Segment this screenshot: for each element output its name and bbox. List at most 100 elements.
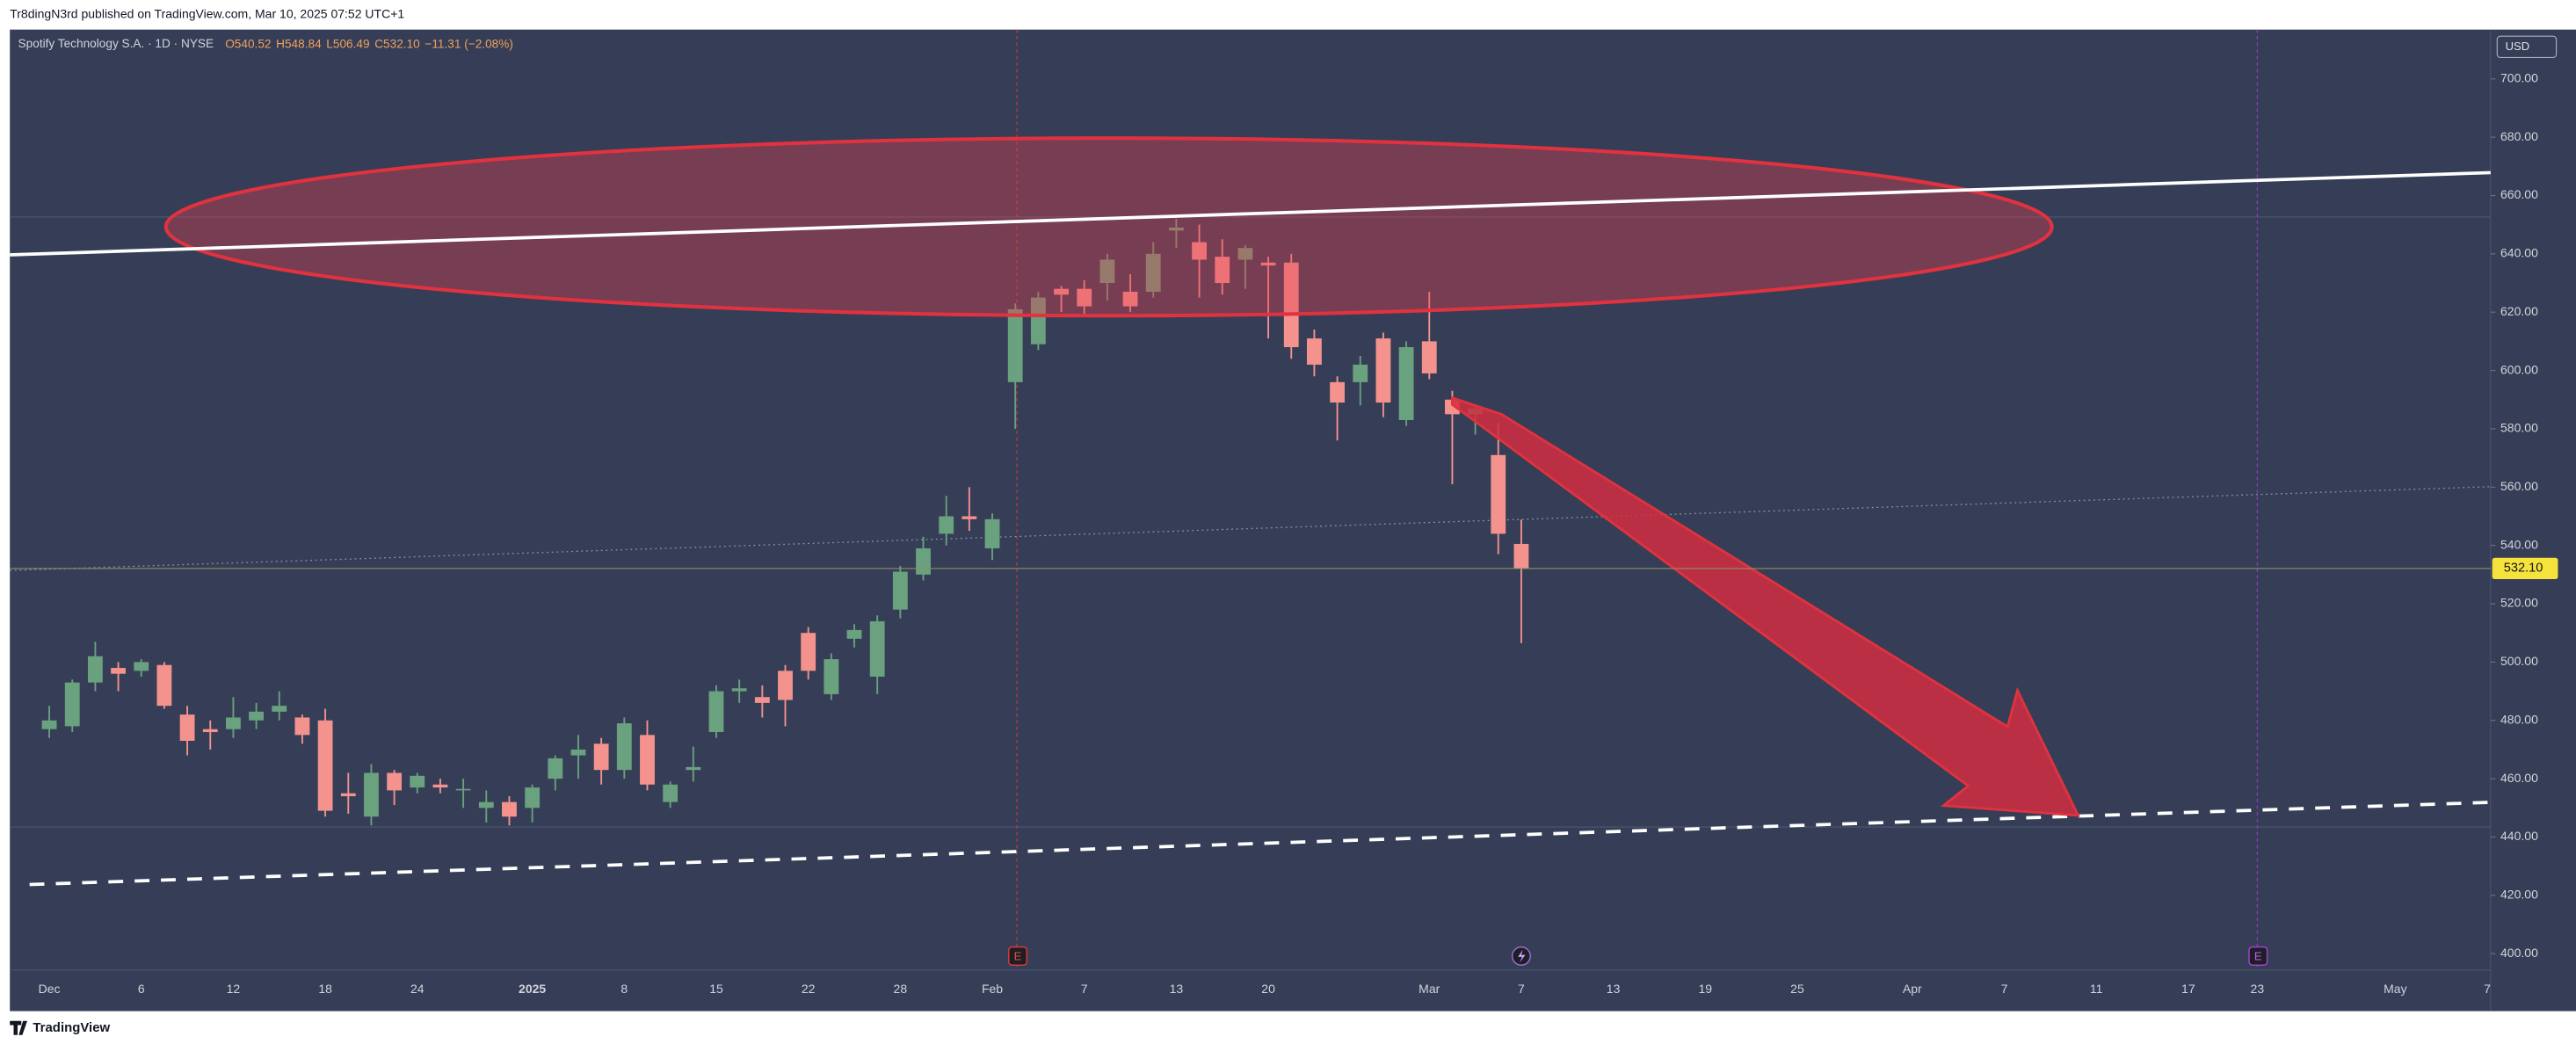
y-tick-label: 460.00 [2500,771,2538,785]
candle-body [1398,347,1414,420]
x-tick-label: 13 [1170,982,1184,996]
drawings-back [10,29,2491,970]
y-tick-label: 540.00 [2500,537,2538,551]
plot-background [10,29,2576,1011]
candle-body [1007,308,1023,382]
candle-body [272,706,287,712]
legend-change: −11.31 (−2.08%) [424,37,513,50]
footer: TradingView [10,1020,111,1035]
y-tick-label: 440.00 [2500,829,2538,843]
legend-low: L506.49 [326,37,369,50]
candle-body [616,723,632,771]
x-tick-label: 7 [1081,982,1088,996]
candle-body [502,801,517,817]
x-tick-label: 25 [1790,982,1804,996]
x-tick-label: 11 [2090,982,2103,996]
candle-body [824,659,839,694]
candle-body [801,633,816,671]
candle-body [41,720,57,729]
candle-body [1122,291,1138,307]
candle-body [340,793,356,797]
candle-body [111,668,126,674]
x-tick-label: 12 [227,982,241,996]
candle-body [1513,543,1529,569]
x-tick-label: Dec [39,982,61,996]
candle-body [731,688,747,692]
candle-body [686,766,701,771]
y-tick-label: 600.00 [2500,362,2538,376]
x-tick-label: May [2384,982,2406,996]
currency-box [2496,35,2558,59]
candle-body [364,772,379,817]
candle-body [1421,341,1437,373]
candle-body [754,697,770,703]
candle-body [984,518,1000,548]
candle-body [1330,381,1345,403]
candle-body [1030,297,1046,344]
earnings-label: E [2254,949,2262,962]
candle-body [432,784,448,788]
candle-body [570,749,586,756]
x-tick-label: 2025 [519,982,546,996]
logo [10,1020,28,1035]
candle-body [1375,338,1391,403]
x-tick-label: 7 [1518,982,1525,996]
x-tick-label: 8 [620,982,628,996]
x-tick-label: 22 [802,982,816,996]
x-tick-label: 28 [894,982,908,996]
candle-body [64,682,80,727]
y-tick-label: 680.00 [2500,129,2538,143]
candle-body [226,717,241,729]
candle-body [317,720,333,811]
candle-body [202,729,218,733]
candle-body [778,671,793,700]
candle-body [640,735,655,785]
candle-body [1353,364,1368,382]
x-tick-label: 24 [410,982,424,996]
candle-body [1215,257,1230,284]
legend-symbol: Spotify Technology S.A. · 1D · NYSE [18,37,214,50]
y-tick-label: 420.00 [2500,888,2538,902]
x-tick-label: 15 [709,982,723,996]
x-tick-label: 18 [318,982,332,996]
candle-body [525,787,541,808]
candle-body [410,775,425,788]
trend-line [10,170,2491,257]
candle-body [1491,454,1506,534]
candle-body [961,516,977,519]
legend-ohlc: O540.52 H548.84 L506.49 C532.10 −11.31 (−2.0… [225,37,513,50]
candle-body [916,547,931,575]
candle-body [1260,262,1276,266]
x-tick-label: Mar [1419,982,1440,996]
drawings-front [10,136,2491,887]
dividend-icon [1518,949,1526,963]
y-tick-label: 700.00 [2500,70,2538,84]
y-tick-label: 660.00 [2500,187,2538,201]
x-tick-label: 7 [2484,982,2491,996]
candle-body [869,620,885,677]
candle-body [387,772,403,791]
candle-body [249,711,265,721]
legend-open: O540.52 [225,37,271,50]
candle-body [663,784,678,802]
candle-body [708,691,724,733]
candle-body [1054,288,1069,295]
brand: TradingView [33,1020,110,1035]
support-line [29,801,2491,887]
x-tick-label: 7 [2001,982,2008,996]
x-tick-label: 6 [138,982,145,996]
candle-body [478,801,494,808]
earnings-marker [1007,946,1028,966]
x-tick-label: 13 [1607,982,1621,996]
earnings-marker [2248,946,2268,966]
last-price-label: 532.10 [2504,562,2543,576]
y-tick-label: 560.00 [2500,479,2538,493]
publish-note: Tr8dingN3rd published on TradingView.com… [10,7,404,21]
x-tick-label: 19 [1698,982,1712,996]
last-price-box [2492,557,2558,580]
candle-body [156,664,172,707]
y-tick-label: 580.00 [2500,421,2538,435]
y-tick-label: 500.00 [2500,654,2538,668]
